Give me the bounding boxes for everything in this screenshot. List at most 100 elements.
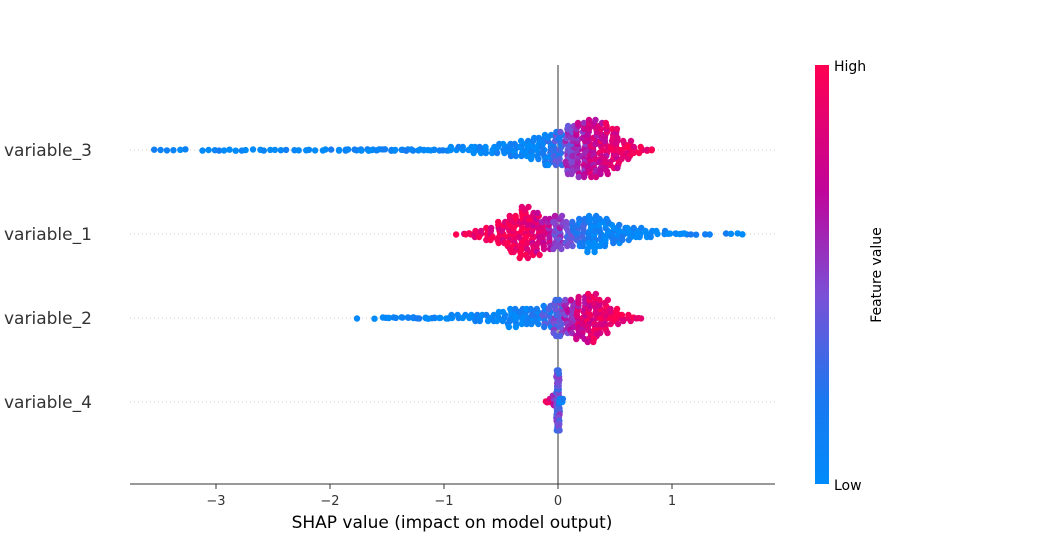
shap-point xyxy=(495,218,502,226)
shap-point xyxy=(371,315,378,322)
shap-point xyxy=(614,164,621,172)
shap-point xyxy=(182,146,189,153)
shap-point xyxy=(604,329,611,337)
shap-point xyxy=(385,314,392,321)
shap-point xyxy=(205,146,212,154)
x-tick-label: 1 xyxy=(668,494,676,509)
shap-point xyxy=(499,308,507,316)
shap-point xyxy=(584,338,591,346)
shap-point xyxy=(472,227,479,235)
shap-point xyxy=(454,311,461,319)
shap-point xyxy=(215,147,223,154)
shap-point xyxy=(260,147,267,154)
shap-point xyxy=(488,224,495,232)
shap-point xyxy=(559,395,567,403)
shap-point xyxy=(151,146,158,153)
shap-point xyxy=(739,231,746,238)
shap-point xyxy=(596,242,604,250)
shap-point xyxy=(613,125,621,133)
shap-point xyxy=(558,245,565,253)
shap-point xyxy=(379,314,387,321)
shap-point xyxy=(607,320,614,328)
shap-point xyxy=(551,212,559,220)
shap-point xyxy=(267,146,274,154)
shap-point xyxy=(220,147,228,154)
shap-point xyxy=(531,134,538,142)
shap-point xyxy=(535,134,542,142)
shap-point xyxy=(232,147,239,154)
x-tick-label: −1 xyxy=(434,494,453,509)
x-tick-label: −2 xyxy=(320,494,339,509)
shap-point xyxy=(311,147,319,154)
shap-point xyxy=(620,137,627,145)
shap-point xyxy=(625,236,632,244)
x-tick-label: 0 xyxy=(554,494,562,509)
shap-point xyxy=(624,224,631,232)
shap-point xyxy=(535,155,542,163)
shap-point xyxy=(483,311,490,319)
shap-point xyxy=(506,212,513,220)
shap-point xyxy=(511,140,518,148)
feature-swarm xyxy=(452,203,746,262)
shap-point xyxy=(277,147,285,154)
shap-point xyxy=(647,233,654,241)
shap-point xyxy=(681,230,688,237)
shap-point xyxy=(518,152,525,160)
shap-point xyxy=(597,170,604,178)
shap-point xyxy=(512,152,520,160)
shap-point xyxy=(722,230,730,237)
shap-point xyxy=(575,173,582,181)
shap-point xyxy=(344,146,352,153)
shap-point xyxy=(574,119,582,127)
feature-label: variable_2 xyxy=(4,309,92,329)
shap-point xyxy=(618,311,626,319)
shap-point xyxy=(465,230,473,237)
shap-point xyxy=(482,143,489,151)
shap-point xyxy=(635,314,642,322)
shap-point xyxy=(562,296,569,304)
shap-point xyxy=(381,146,389,153)
shap-point xyxy=(476,317,483,325)
shap-point xyxy=(614,320,622,328)
shap-point xyxy=(483,224,490,232)
shap-point xyxy=(163,147,171,154)
shap-point xyxy=(525,203,532,211)
shap-point xyxy=(351,146,358,153)
shap-point xyxy=(585,290,592,298)
shap-point xyxy=(687,231,695,238)
shap-point xyxy=(510,248,517,256)
shap-point xyxy=(177,146,184,153)
shap-point xyxy=(569,242,576,250)
feature-label: variable_1 xyxy=(4,225,92,245)
shap-point xyxy=(437,314,444,322)
feature-label: variable_3 xyxy=(4,141,92,161)
feature-swarm xyxy=(151,116,655,181)
shap-point xyxy=(648,147,655,154)
shap-point xyxy=(447,143,455,151)
shap-point xyxy=(603,215,610,223)
shap-point xyxy=(545,161,552,169)
shap-point xyxy=(448,311,455,319)
shap-point xyxy=(471,143,479,151)
shap-point xyxy=(353,315,361,322)
shap-point xyxy=(249,146,257,153)
shap-point xyxy=(399,314,406,321)
shap-point xyxy=(368,146,375,154)
shap-point xyxy=(408,146,415,153)
shap-point xyxy=(493,317,501,325)
colorbar xyxy=(815,65,829,484)
shap-point xyxy=(596,296,603,304)
shap-point xyxy=(692,231,700,238)
shap-point xyxy=(601,242,609,250)
shap-point xyxy=(569,218,576,226)
shap-point xyxy=(604,296,612,304)
shap-point xyxy=(271,146,279,154)
shap-point xyxy=(592,116,599,124)
shap-point xyxy=(403,147,410,154)
shap-point xyxy=(476,143,483,151)
shap-point xyxy=(501,149,508,157)
shap-point xyxy=(635,149,643,157)
shap-point xyxy=(642,227,649,235)
shap-point xyxy=(630,149,637,157)
